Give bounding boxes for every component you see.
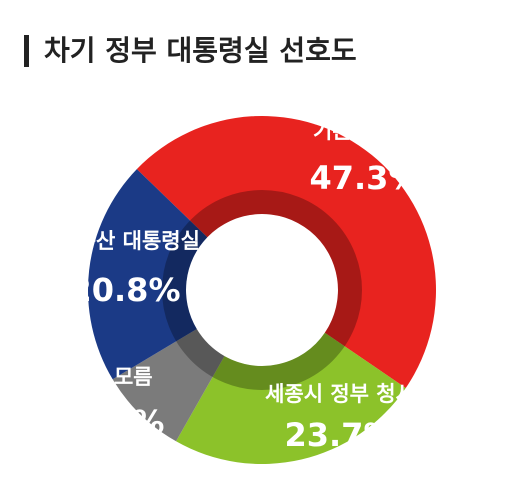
slice-value: 23.7% (284, 416, 395, 454)
slice-label: 세종시 정부 청사 (265, 382, 416, 406)
slice-label: 기존 청와대 (313, 119, 417, 143)
inner-shadow (162, 190, 362, 390)
donut-slice (88, 169, 208, 380)
slice-label: 현 용산 대통령실 (50, 229, 200, 253)
donut-slice (176, 332, 406, 465)
slice-value: 47.3% (309, 159, 420, 197)
donut-slice (112, 329, 225, 442)
slice-value: 20.8% (69, 271, 180, 309)
slice-label: 잘 모름 (87, 365, 152, 389)
donut (88, 115, 437, 465)
slice-value: 8.2% (76, 403, 165, 441)
title-bar (24, 35, 29, 67)
donut-slice (136, 115, 437, 389)
labels: 기존 청와대 47.3% 세종시 정부 청사 23.7% 잘 모름 8.2% 현 용산 대통… (50, 119, 420, 454)
chart-title: 차기 정부 대통령실 선호도 (44, 34, 357, 67)
